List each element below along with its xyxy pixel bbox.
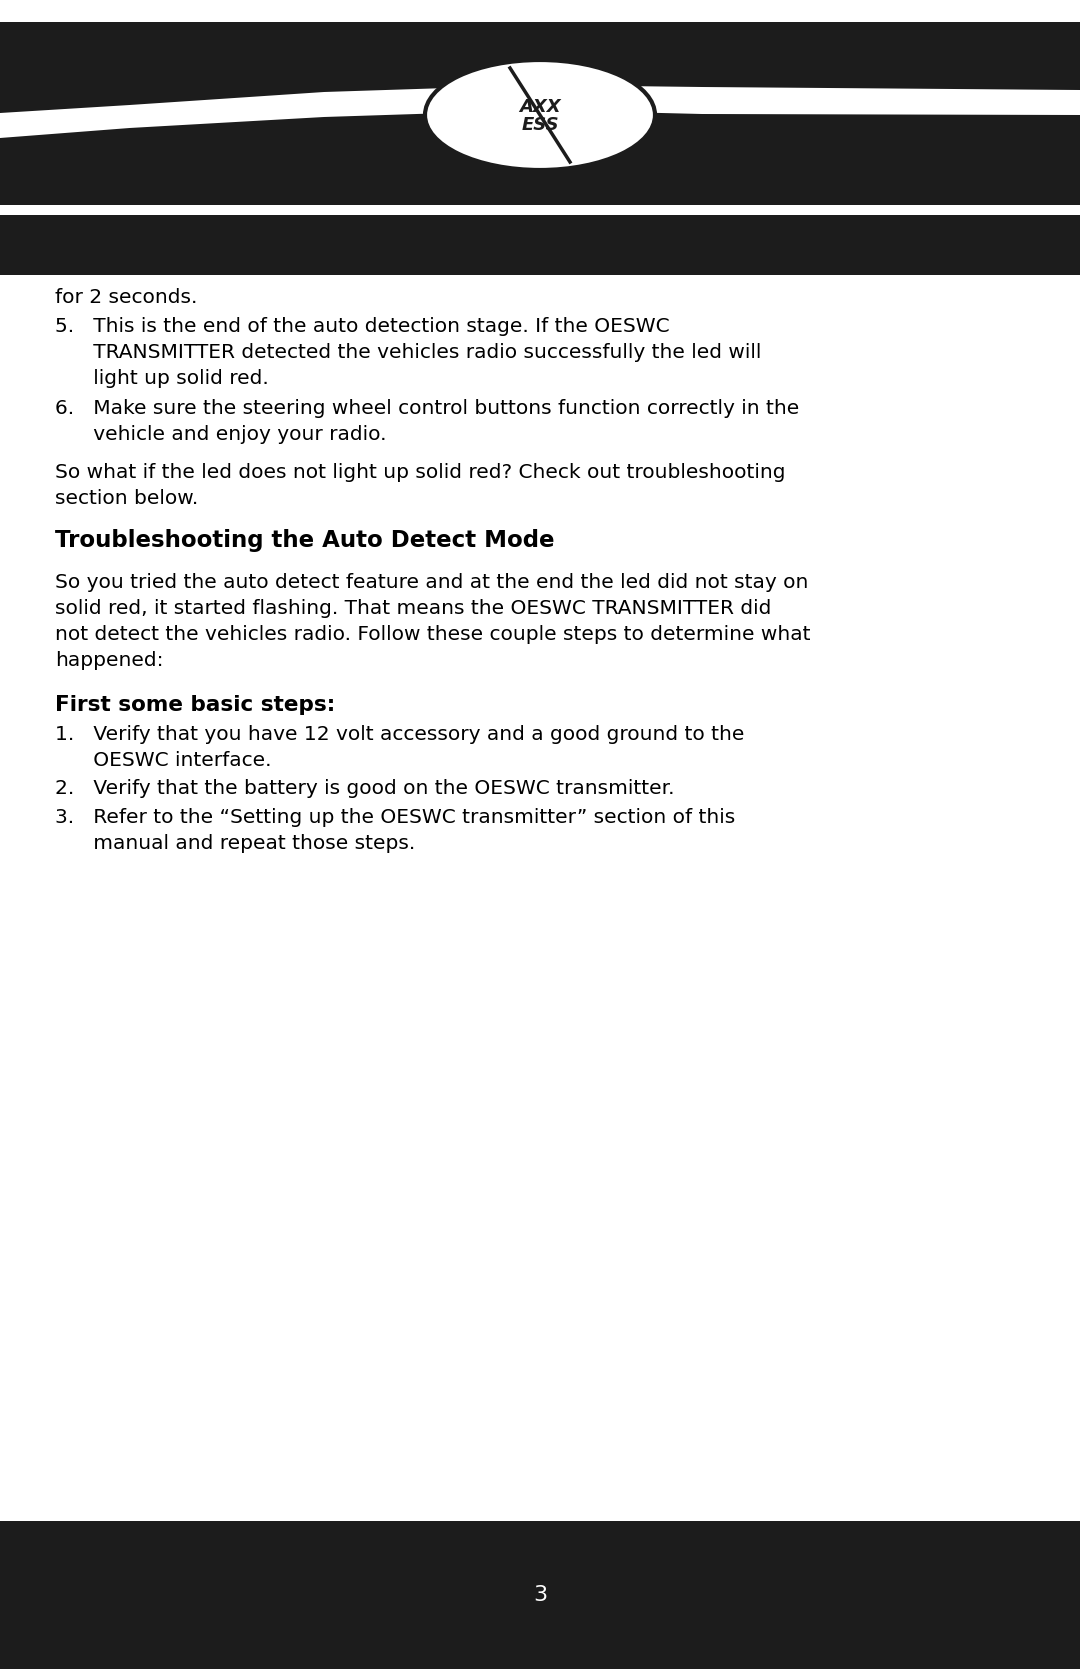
Text: Troubleshooting the Auto Detect Mode: Troubleshooting the Auto Detect Mode (55, 529, 554, 551)
Bar (0, 215, 1080, 275)
Polygon shape (0, 110, 1080, 205)
Text: for 2 seconds.: for 2 seconds. (55, 289, 198, 307)
Text: 2.   Verify that the battery is good on the OESWC transmitter.: 2. Verify that the battery is good on th… (55, 779, 675, 798)
Text: light up solid red.: light up solid red. (55, 369, 269, 387)
Bar (0, 1520, 1080, 1669)
Text: 3: 3 (532, 1586, 548, 1606)
Text: 3.   Refer to the “Setting up the OESWC transmitter” section of this: 3. Refer to the “Setting up the OESWC tr… (55, 808, 735, 828)
Text: vehicle and enjoy your radio.: vehicle and enjoy your radio. (55, 424, 387, 444)
Ellipse shape (426, 60, 654, 170)
Text: OESWC interface.: OESWC interface. (55, 751, 271, 769)
Text: ESS: ESS (522, 117, 558, 134)
Text: 5.   This is the end of the auto detection stage. If the OESWC: 5. This is the end of the auto detection… (55, 317, 670, 335)
Text: 6.   Make sure the steering wheel control buttons function correctly in the: 6. Make sure the steering wheel control … (55, 399, 799, 417)
Text: First some basic steps:: First some basic steps: (55, 694, 335, 714)
Text: AXX: AXX (519, 98, 561, 117)
Text: So what if the led does not light up solid red? Check out troubleshooting: So what if the led does not light up sol… (55, 464, 785, 482)
Text: manual and repeat those steps.: manual and repeat those steps. (55, 834, 415, 853)
Text: 1.   Verify that you have 12 volt accessory and a good ground to the: 1. Verify that you have 12 volt accessor… (55, 724, 744, 744)
Text: solid red, it started flashing. That means the OESWC TRANSMITTER did: solid red, it started flashing. That mea… (55, 599, 771, 618)
Polygon shape (0, 22, 1080, 113)
Text: TRANSMITTER detected the vehicles radio successfully the led will: TRANSMITTER detected the vehicles radio … (55, 342, 761, 362)
Text: happened:: happened: (55, 651, 163, 669)
Text: section below.: section below. (55, 489, 199, 509)
Text: not detect the vehicles radio. Follow these couple steps to determine what: not detect the vehicles radio. Follow th… (55, 624, 810, 644)
Text: So you tried the auto detect feature and at the end the led did not stay on: So you tried the auto detect feature and… (55, 572, 808, 592)
